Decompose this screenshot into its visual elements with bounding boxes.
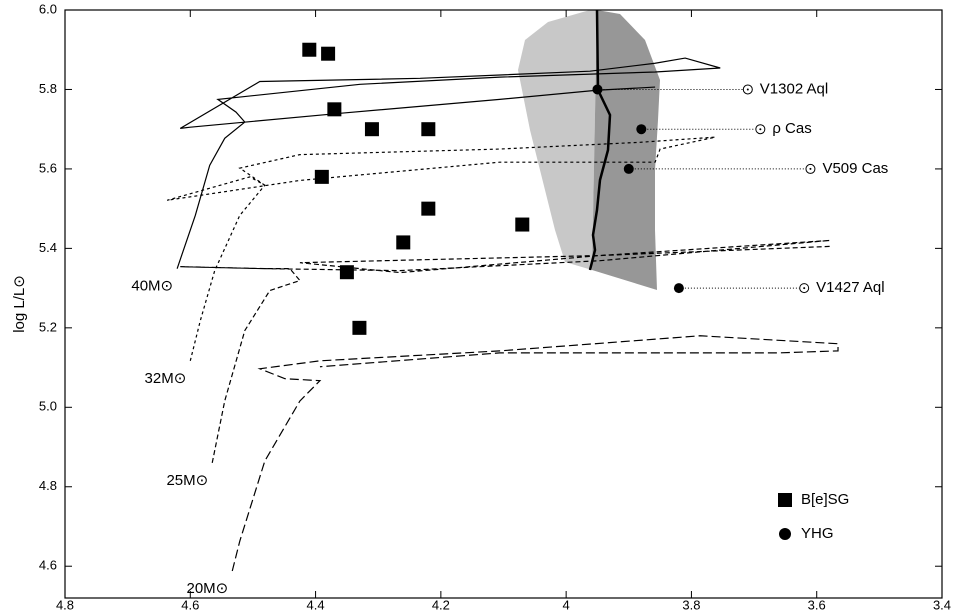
light-region bbox=[518, 10, 597, 270]
track bbox=[180, 239, 830, 464]
point-circle bbox=[623, 163, 634, 174]
annotation-label: V1302 Aql bbox=[760, 80, 828, 97]
point-square bbox=[421, 201, 436, 216]
point-circle bbox=[673, 283, 684, 294]
point-square bbox=[396, 235, 411, 250]
track bbox=[166, 136, 716, 361]
x-tick-label: 4 bbox=[563, 597, 570, 612]
dark-region bbox=[592, 10, 660, 290]
track bbox=[176, 57, 721, 269]
track-label: 20M⊙ bbox=[187, 580, 229, 597]
x-tick-label: 4.4 bbox=[307, 597, 325, 612]
plot-frame bbox=[64, 9, 943, 599]
point-square bbox=[314, 169, 329, 184]
annotation-label: ρ Cas bbox=[772, 120, 811, 137]
point-circle bbox=[636, 124, 647, 135]
x-tick-label: 3.4 bbox=[933, 597, 951, 612]
point-square bbox=[321, 46, 336, 61]
legend-label: YHG bbox=[801, 525, 834, 542]
point-square bbox=[302, 42, 317, 57]
point-circle bbox=[592, 84, 603, 95]
annotation-marker-dot bbox=[809, 167, 812, 170]
y-tick-label: 5.6 bbox=[39, 160, 57, 175]
legend-marker bbox=[778, 493, 792, 507]
y-tick-label: 6.0 bbox=[39, 1, 57, 16]
y-tick-label: 4.6 bbox=[39, 558, 57, 573]
track-label: 32M⊙ bbox=[145, 370, 187, 387]
point-square bbox=[352, 320, 367, 335]
point-square bbox=[364, 122, 379, 137]
annotation-label: V1427 Aql bbox=[816, 279, 884, 296]
annotation-label: V509 Cas bbox=[822, 160, 888, 177]
point-square bbox=[421, 122, 436, 137]
x-tick-label: 4.2 bbox=[432, 597, 450, 612]
point-square bbox=[327, 102, 342, 117]
y-axis-label: log L/L⊙ bbox=[11, 275, 28, 333]
legend-marker bbox=[779, 528, 791, 540]
boundary-line bbox=[588, 9, 612, 271]
point-square bbox=[339, 265, 354, 280]
y-tick-label: 5.2 bbox=[39, 319, 57, 334]
track bbox=[231, 335, 839, 572]
x-tick-label: 3.6 bbox=[808, 597, 826, 612]
annotation-marker-dot bbox=[759, 128, 762, 131]
y-tick-label: 5.0 bbox=[39, 399, 57, 414]
y-tick-label: 5.4 bbox=[39, 240, 57, 255]
x-tick-label: 4.6 bbox=[181, 597, 199, 612]
x-tick-label: 3.8 bbox=[682, 597, 700, 612]
legend-label: B[e]SG bbox=[801, 491, 849, 508]
annotation-marker-dot bbox=[746, 88, 749, 91]
y-tick-label: 4.8 bbox=[39, 478, 57, 493]
x-tick-label: 4.8 bbox=[56, 597, 74, 612]
point-square bbox=[515, 217, 530, 232]
track-label: 25M⊙ bbox=[166, 472, 208, 489]
y-tick-label: 5.8 bbox=[39, 81, 57, 96]
track-label: 40M⊙ bbox=[131, 278, 173, 295]
annotation-marker-dot bbox=[803, 287, 806, 290]
